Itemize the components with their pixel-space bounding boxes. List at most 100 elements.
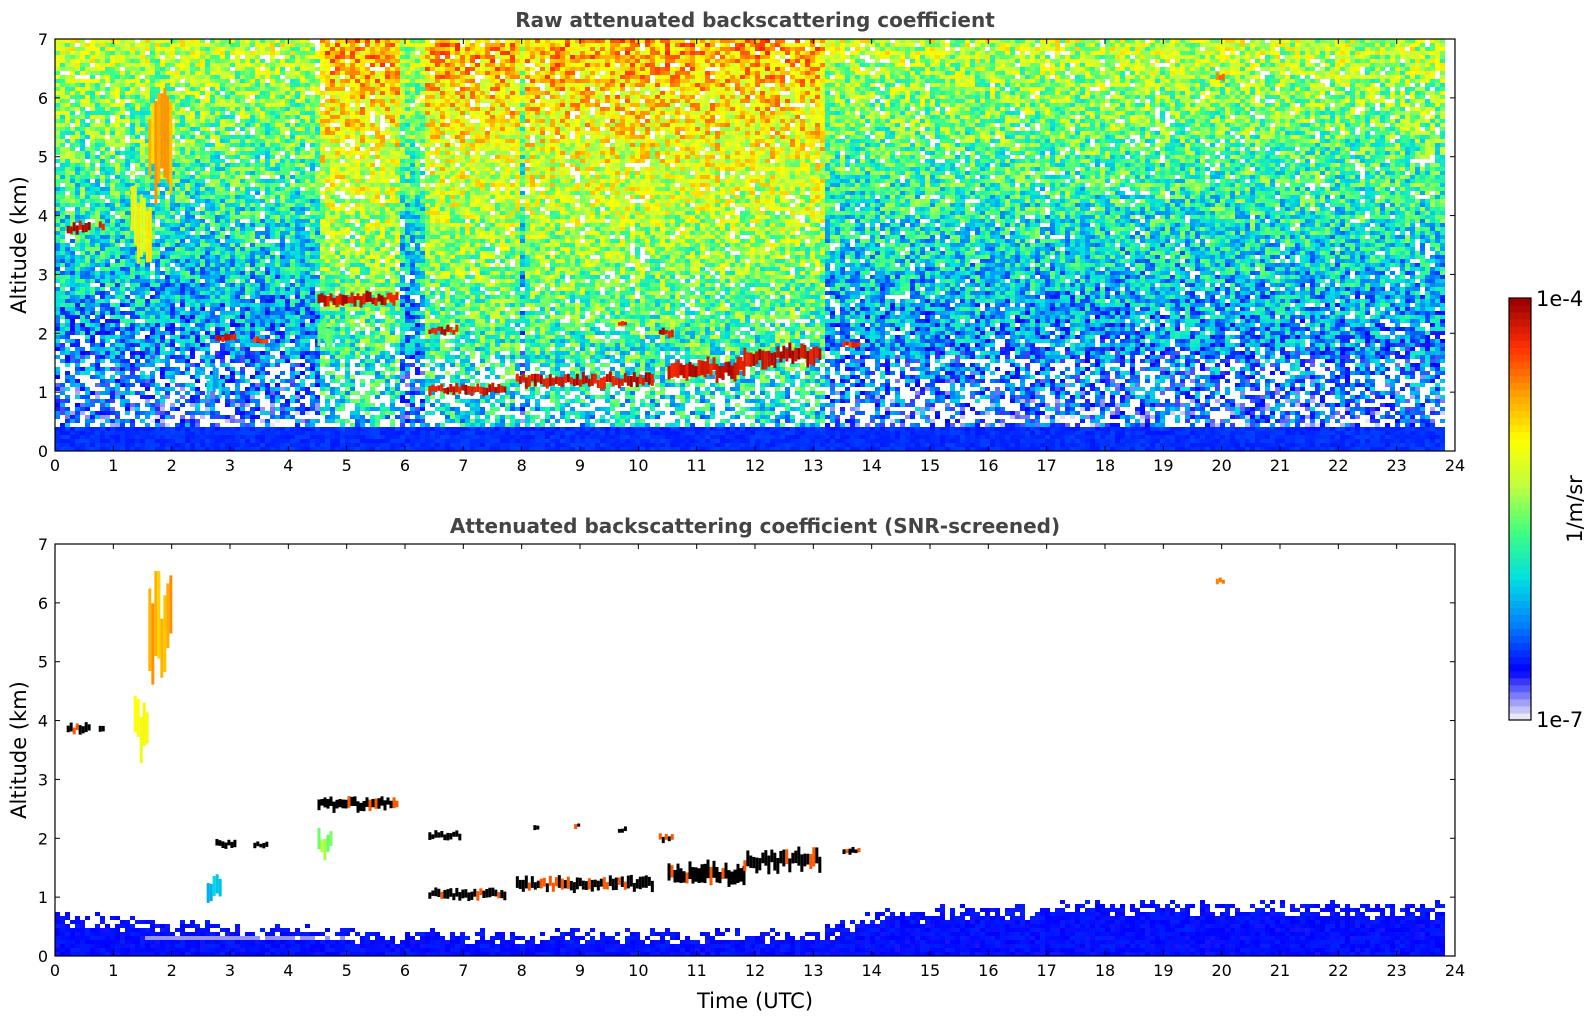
- heatmap-cell: [200, 355, 205, 359]
- heatmap-cell: [300, 167, 305, 171]
- heatmap-cell: [325, 99, 330, 103]
- heatmap-cell: [180, 67, 185, 71]
- heatmap-cell: [185, 191, 190, 195]
- heatmap-cell: [110, 131, 115, 135]
- heatmap-cell: [275, 235, 280, 239]
- heatmap-cell: [280, 95, 285, 99]
- heatmap-cell: [275, 407, 280, 411]
- heatmap-cell: [70, 151, 75, 155]
- heatmap-cell: [175, 227, 180, 231]
- heatmap-cell: [150, 95, 155, 99]
- heatmap-cell: [245, 231, 250, 235]
- heatmap-cell: [225, 91, 230, 95]
- heatmap-cell: [190, 167, 195, 171]
- heatmap-cell: [180, 107, 185, 111]
- heatmap-cell: [85, 387, 90, 391]
- heatmap-cell: [185, 367, 190, 371]
- heatmap-cell: [265, 291, 270, 295]
- heatmap-cell: [225, 51, 230, 55]
- heatmap-cell: [315, 55, 320, 59]
- heatmap-cell: [205, 215, 210, 219]
- heatmap-cell: [110, 431, 115, 435]
- heatmap-cell: [245, 235, 250, 239]
- heatmap-cell: [235, 215, 240, 219]
- heatmap-cell: [280, 311, 285, 315]
- heatmap-cell: [215, 155, 220, 159]
- heatmap-cell: [305, 367, 310, 371]
- heatmap-cell: [180, 39, 185, 43]
- heatmap-cell: [80, 147, 85, 151]
- heatmap-cell: [245, 179, 250, 183]
- heatmap-cell: [150, 295, 155, 299]
- heatmap-cell: [230, 251, 235, 255]
- heatmap-cell: [225, 339, 230, 343]
- heatmap-cell: [180, 155, 185, 159]
- heatmap-cell: [145, 139, 150, 143]
- heatmap-cell: [295, 83, 300, 87]
- heatmap-cell: [270, 255, 275, 259]
- heatmap-cell: [110, 279, 115, 283]
- heatmap-cell: [220, 251, 225, 255]
- heatmap-cell: [310, 355, 315, 359]
- heatmap-cell: [195, 419, 200, 423]
- heatmap-cell: [255, 171, 260, 175]
- heatmap-cell: [95, 447, 100, 451]
- heatmap-cell: [80, 103, 85, 107]
- heatmap-cell: [170, 155, 175, 159]
- heatmap-cell: [310, 199, 315, 203]
- heatmap-cell: [320, 199, 325, 203]
- heatmap-cell: [215, 351, 220, 355]
- heatmap-cell: [250, 67, 255, 71]
- heatmap-cell: [55, 115, 60, 119]
- heatmap-cell: [65, 423, 70, 427]
- heatmap-cell: [80, 327, 85, 331]
- heatmap-cell: [185, 139, 190, 143]
- heatmap-cell: [135, 375, 140, 379]
- heatmap-cell: [210, 443, 215, 447]
- heatmap-cell: [275, 375, 280, 379]
- heatmap-cell: [290, 99, 295, 103]
- heatmap-cell: [95, 83, 100, 87]
- heatmap-cell: [195, 63, 200, 67]
- heatmap-cell: [210, 311, 215, 315]
- heatmap-cell: [185, 439, 190, 443]
- heatmap-cell: [100, 423, 105, 427]
- heatmap-cell: [80, 243, 85, 247]
- heatmap-cell: [110, 319, 115, 323]
- heatmap-cell: [185, 251, 190, 255]
- heatmap-cell: [225, 183, 230, 187]
- heatmap-cell: [120, 335, 125, 339]
- heatmap-cell: [310, 139, 315, 143]
- heatmap-cell: [315, 243, 320, 247]
- heatmap-cell: [290, 255, 295, 259]
- heatmap-cell: [200, 139, 205, 143]
- heatmap-cell: [100, 207, 105, 211]
- heatmap-cell: [255, 319, 260, 323]
- heatmap-cell: [110, 143, 115, 147]
- heatmap-cell: [300, 67, 305, 71]
- heatmap-cell: [145, 119, 150, 123]
- heatmap-cell: [160, 427, 165, 431]
- heatmap-cell: [245, 387, 250, 391]
- heatmap-cell: [75, 403, 80, 407]
- heatmap-cell: [65, 103, 70, 107]
- heatmap-cell: [110, 355, 115, 359]
- heatmap-cell: [265, 363, 270, 367]
- heatmap-cell: [235, 231, 240, 235]
- heatmap-cell: [245, 307, 250, 311]
- heatmap-cell: [285, 243, 290, 247]
- heatmap-cell: [60, 387, 65, 391]
- heatmap-cell: [140, 443, 145, 447]
- heatmap-cell: [205, 411, 210, 415]
- heatmap-cell: [110, 199, 115, 203]
- heatmap-cell: [235, 183, 240, 187]
- heatmap-cell: [295, 311, 300, 315]
- heatmap-cell: [305, 279, 310, 283]
- heatmap-cell: [170, 183, 175, 187]
- heatmap-cell: [95, 115, 100, 119]
- heatmap-cell: [120, 43, 125, 47]
- heatmap-cell: [285, 147, 290, 151]
- heatmap-cell: [110, 139, 115, 143]
- heatmap-cell: [325, 91, 330, 95]
- heatmap-cell: [285, 263, 290, 267]
